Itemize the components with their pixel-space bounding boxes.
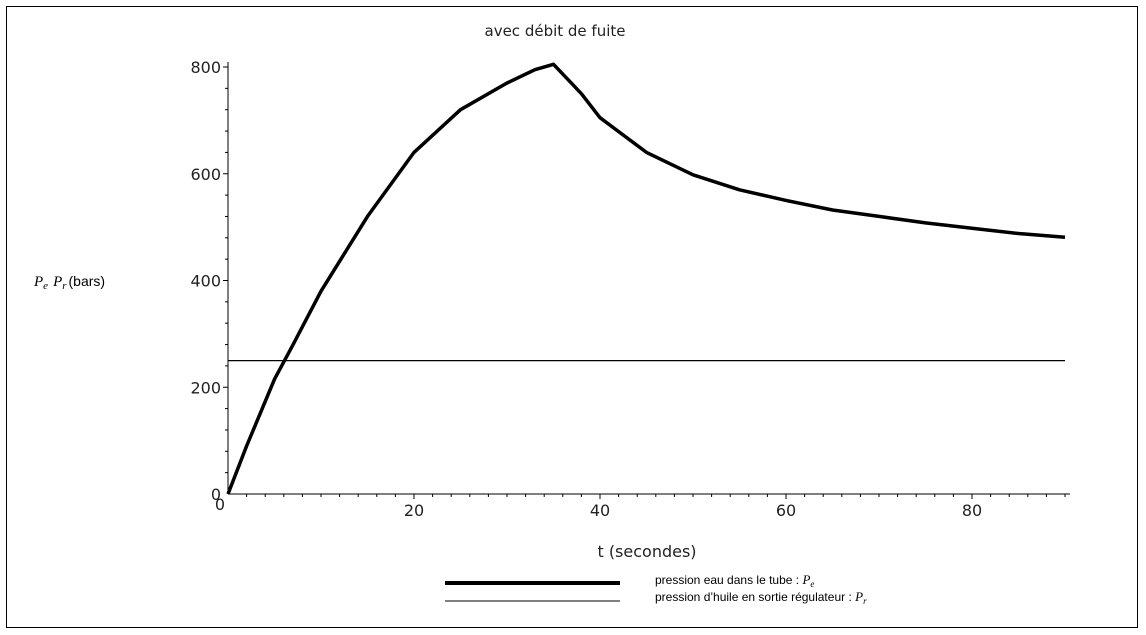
chart-frame [6,6,1138,628]
x-tick-label: 40 [590,501,610,520]
y-axis-label: Pe Pr (bars) [33,273,105,292]
y-tick-label: 200 [190,378,221,397]
legend-text-pe: pression eau dans le tube : [655,573,802,587]
y-axis-symbol-2: P [52,274,62,290]
x-tick-labels: 20 40 60 80 0 [215,495,982,520]
y-tick-label: 0 [211,485,221,504]
x-axis-label: t (secondes) [597,542,696,561]
y-tick-labels: 0 200 400 600 800 [190,58,221,504]
series-pe-line [226,62,1066,495]
y-axis-subscript-1: e [43,280,48,292]
legend-symbol-pe: P [801,572,810,587]
legend-label-pr: pression d’huile en sortie régulateur : … [655,589,867,606]
y-tick-label: 800 [190,58,221,77]
y-axis-subscript-2: r [62,280,67,292]
x-tick-label: 20 [404,501,424,520]
y-axis-unit: (bars) [69,273,106,289]
legend: pression eau dans le tube : Pe pression … [445,572,867,606]
legend-subscript-pe: e [810,579,814,589]
y-axis-symbol-1: P [33,274,43,290]
legend-label-pe: pression eau dans le tube : Pe [655,572,814,589]
minor-ticks [223,66,1066,499]
legend-symbol-pr: P [854,589,863,604]
y-tick-label: 400 [190,272,221,291]
x-tick-label: 60 [776,501,796,520]
legend-text-pr: pression d’huile en sortie régulateur : [655,590,855,604]
x-tick-label-zero: 0 [215,495,225,514]
series-group [226,62,1066,495]
chart-title: avec débit de fuite [485,22,626,40]
y-tick-label: 600 [190,165,221,184]
x-tick-label: 80 [962,501,982,520]
legend-subscript-pr: r [863,596,867,606]
